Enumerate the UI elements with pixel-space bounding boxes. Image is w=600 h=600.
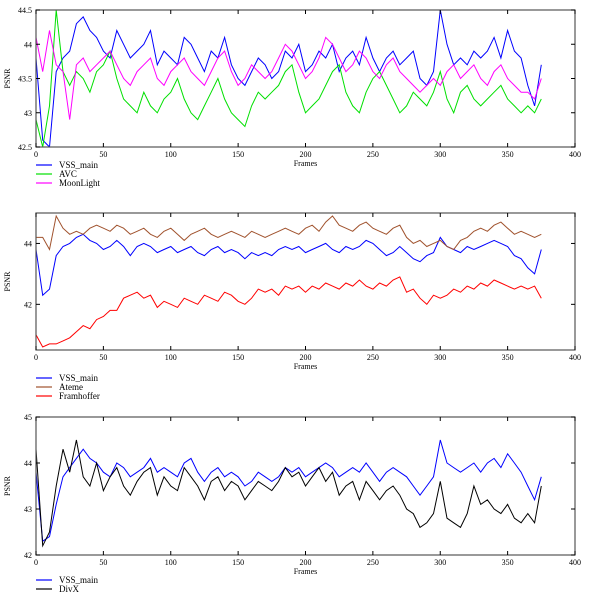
legend-label: AVC: [59, 169, 77, 179]
x-tick-label: 50: [99, 150, 107, 159]
y-tick-label: 45: [24, 413, 32, 422]
y-axis-label: PSNR: [3, 271, 12, 292]
legend-label: DivX: [59, 584, 80, 594]
x-tick-label: 0: [34, 558, 38, 567]
legend-label: VSS_main: [59, 373, 99, 383]
y-tick-label: 42: [24, 551, 32, 560]
legend-label: VSS_main: [59, 575, 99, 585]
y-tick-label: 44.5: [18, 6, 32, 15]
series-line-vss-main: [36, 439, 542, 543]
legend-label: Ateme: [59, 382, 83, 392]
y-tick-label: 42.5: [18, 143, 32, 152]
series-line-divx: [36, 439, 542, 548]
x-tick-label: 150: [232, 353, 244, 362]
legend-label: Framhoffer: [59, 391, 100, 401]
x-tick-label: 300: [434, 353, 446, 362]
x-tick-label: 200: [300, 150, 312, 159]
x-axis-label: Frames: [294, 362, 318, 371]
x-tick-label: 150: [232, 558, 244, 567]
plot-frame: [35, 212, 576, 351]
x-tick-label: 50: [99, 353, 107, 362]
legend-label: VSS_main: [59, 160, 99, 170]
x-tick-label: 400: [569, 353, 581, 362]
y-axis-label: PSNR: [3, 68, 12, 89]
series-line-moonlight: [36, 30, 542, 120]
x-tick-label: 300: [434, 558, 446, 567]
x-tick-label: 100: [165, 558, 177, 567]
y-axis-label: PSNR: [3, 475, 12, 496]
y-tick-label: 43: [24, 505, 32, 514]
x-tick-label: 350: [502, 558, 514, 567]
x-tick-label: 350: [502, 353, 514, 362]
series-line-avc: [36, 10, 542, 147]
x-tick-label: 100: [165, 353, 177, 362]
legend-label: MoonLight: [59, 178, 101, 188]
y-tick-label: 43: [24, 109, 32, 118]
x-axis-label: Frames: [294, 567, 318, 576]
x-tick-label: 300: [434, 150, 446, 159]
y-tick-label: 44: [24, 40, 32, 49]
series-line-framhoffer: [36, 276, 542, 348]
x-tick-label: 0: [34, 150, 38, 159]
x-tick-label: 250: [367, 150, 379, 159]
x-tick-label: 150: [232, 150, 244, 159]
x-tick-label: 100: [165, 150, 177, 159]
series-line-vss-main: [36, 10, 542, 147]
x-tick-label: 400: [569, 150, 581, 159]
x-tick-label: 0: [34, 353, 38, 362]
x-tick-label: 200: [300, 353, 312, 362]
x-tick-label: 250: [367, 353, 379, 362]
y-tick-label: 43.5: [18, 75, 32, 84]
y-tick-label: 44: [24, 239, 32, 248]
x-tick-label: 400: [569, 558, 581, 567]
y-tick-label: 42: [24, 300, 32, 309]
x-tick-label: 200: [300, 558, 312, 567]
x-tick-label: 250: [367, 558, 379, 567]
x-tick-label: 50: [99, 558, 107, 567]
x-tick-label: 350: [502, 150, 514, 159]
series-line-vss-main: [36, 233, 542, 297]
x-axis-label: Frames: [294, 159, 318, 168]
y-tick-label: 44: [24, 459, 32, 468]
series-line-ateme: [36, 214, 542, 251]
